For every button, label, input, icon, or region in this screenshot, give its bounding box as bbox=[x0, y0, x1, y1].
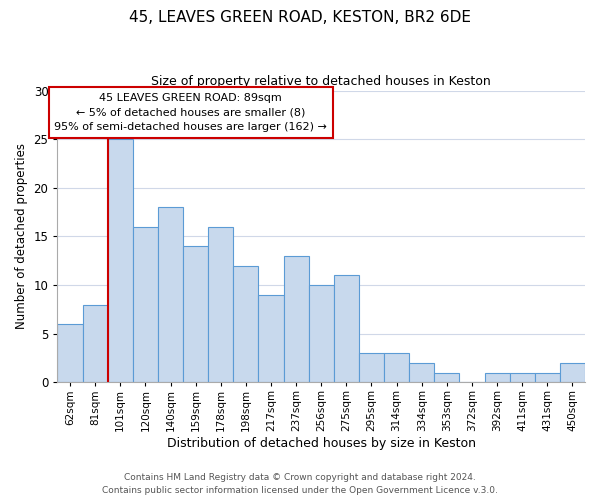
Bar bbox=[535, 372, 560, 382]
Bar bbox=[233, 266, 259, 382]
Text: 45, LEAVES GREEN ROAD, KESTON, BR2 6DE: 45, LEAVES GREEN ROAD, KESTON, BR2 6DE bbox=[129, 10, 471, 25]
Bar bbox=[359, 353, 384, 382]
Bar bbox=[58, 324, 83, 382]
Bar bbox=[259, 295, 284, 382]
Bar bbox=[485, 372, 509, 382]
Bar bbox=[158, 208, 183, 382]
Bar bbox=[208, 226, 233, 382]
X-axis label: Distribution of detached houses by size in Keston: Distribution of detached houses by size … bbox=[167, 437, 476, 450]
Bar bbox=[133, 226, 158, 382]
Text: Contains HM Land Registry data © Crown copyright and database right 2024.
Contai: Contains HM Land Registry data © Crown c… bbox=[102, 474, 498, 495]
Bar bbox=[509, 372, 535, 382]
Bar bbox=[560, 363, 585, 382]
Bar bbox=[434, 372, 460, 382]
Bar bbox=[409, 363, 434, 382]
Bar bbox=[384, 353, 409, 382]
Y-axis label: Number of detached properties: Number of detached properties bbox=[15, 144, 28, 330]
Bar bbox=[183, 246, 208, 382]
Bar bbox=[284, 256, 308, 382]
Bar bbox=[308, 285, 334, 382]
Bar bbox=[108, 139, 133, 382]
Bar bbox=[334, 276, 359, 382]
Bar bbox=[83, 304, 108, 382]
Text: 45 LEAVES GREEN ROAD: 89sqm
← 5% of detached houses are smaller (8)
95% of semi-: 45 LEAVES GREEN ROAD: 89sqm ← 5% of deta… bbox=[54, 92, 327, 132]
Title: Size of property relative to detached houses in Keston: Size of property relative to detached ho… bbox=[151, 75, 491, 88]
